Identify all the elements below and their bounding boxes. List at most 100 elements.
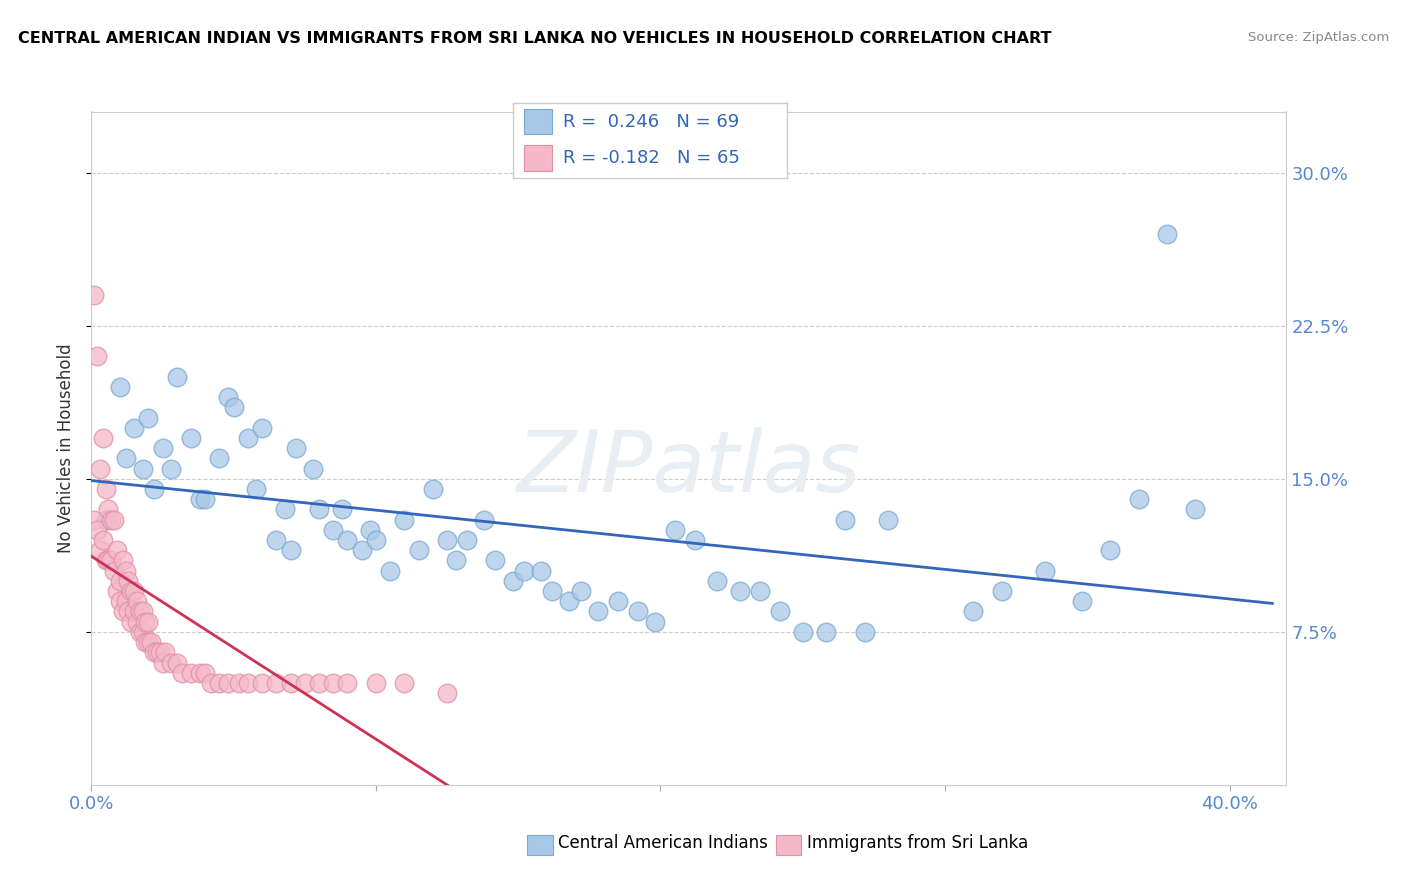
Point bbox=[122, 584, 145, 599]
Point bbox=[627, 605, 650, 619]
Point bbox=[125, 594, 148, 608]
Point bbox=[217, 676, 239, 690]
Point bbox=[160, 461, 183, 475]
Point bbox=[285, 441, 308, 455]
Point bbox=[91, 431, 114, 445]
Point bbox=[94, 482, 117, 496]
Point bbox=[152, 656, 174, 670]
Point bbox=[364, 533, 387, 547]
Point bbox=[188, 492, 211, 507]
Point bbox=[131, 605, 153, 619]
Bar bbox=[524, 109, 551, 135]
Point bbox=[266, 533, 288, 547]
Point bbox=[364, 676, 387, 690]
Point bbox=[853, 624, 876, 639]
Point bbox=[217, 390, 239, 404]
Point bbox=[105, 543, 128, 558]
Point bbox=[472, 513, 495, 527]
Point bbox=[180, 431, 202, 445]
Point bbox=[444, 553, 467, 567]
Point bbox=[136, 635, 159, 649]
Text: CENTRAL AMERICAN INDIAN VS IMMIGRANTS FROM SRI LANKA NO VEHICLES IN HOUSEHOLD CO: CENTRAL AMERICAN INDIAN VS IMMIGRANTS FR… bbox=[18, 31, 1052, 46]
Point bbox=[136, 410, 159, 425]
Point bbox=[250, 676, 273, 690]
Point bbox=[194, 665, 217, 680]
Point bbox=[1070, 594, 1092, 608]
Point bbox=[586, 605, 609, 619]
Point bbox=[143, 645, 166, 659]
Point bbox=[114, 594, 136, 608]
Point bbox=[359, 523, 381, 537]
Point bbox=[606, 594, 628, 608]
Point bbox=[155, 645, 177, 659]
Point bbox=[706, 574, 728, 588]
Point bbox=[280, 543, 302, 558]
Point bbox=[143, 482, 166, 496]
Point bbox=[83, 288, 105, 302]
Point bbox=[394, 676, 416, 690]
Point bbox=[131, 461, 153, 475]
Point bbox=[728, 584, 751, 599]
Text: R = -0.182   N = 65: R = -0.182 N = 65 bbox=[562, 149, 740, 167]
Point bbox=[236, 431, 259, 445]
Point bbox=[1033, 564, 1056, 578]
Point bbox=[834, 513, 856, 527]
Point bbox=[111, 553, 134, 567]
Point bbox=[330, 502, 353, 516]
Point bbox=[1128, 492, 1150, 507]
Point bbox=[378, 564, 402, 578]
Point bbox=[962, 605, 984, 619]
Text: Source: ZipAtlas.com: Source: ZipAtlas.com bbox=[1249, 31, 1389, 45]
Point bbox=[149, 645, 172, 659]
Point bbox=[120, 615, 142, 629]
Point bbox=[484, 553, 506, 567]
Point bbox=[160, 656, 183, 670]
Point bbox=[166, 369, 188, 384]
Point bbox=[180, 665, 202, 680]
Point bbox=[644, 615, 666, 629]
Point bbox=[236, 676, 259, 690]
Point bbox=[308, 502, 330, 516]
Point bbox=[228, 676, 250, 690]
Point bbox=[436, 686, 458, 700]
Text: Central American Indians: Central American Indians bbox=[558, 834, 768, 852]
Point bbox=[108, 574, 131, 588]
Point bbox=[436, 533, 458, 547]
Point bbox=[194, 492, 217, 507]
Point bbox=[134, 615, 156, 629]
Point bbox=[394, 513, 416, 527]
Point bbox=[200, 676, 222, 690]
Point bbox=[991, 584, 1014, 599]
Point bbox=[100, 553, 122, 567]
Point bbox=[120, 584, 142, 599]
Point bbox=[83, 513, 105, 527]
Point bbox=[152, 441, 174, 455]
Point bbox=[105, 584, 128, 599]
Point bbox=[136, 615, 159, 629]
Point bbox=[122, 421, 145, 435]
Point bbox=[456, 533, 478, 547]
Point bbox=[422, 482, 444, 496]
Bar bbox=[524, 145, 551, 171]
Point bbox=[134, 635, 156, 649]
Point bbox=[222, 401, 245, 415]
Point bbox=[1184, 502, 1206, 516]
Text: R =  0.246   N = 69: R = 0.246 N = 69 bbox=[562, 112, 738, 130]
Text: Immigrants from Sri Lanka: Immigrants from Sri Lanka bbox=[807, 834, 1028, 852]
Point bbox=[103, 564, 125, 578]
Point bbox=[94, 513, 117, 527]
Point bbox=[502, 574, 524, 588]
Point bbox=[569, 584, 592, 599]
Point bbox=[141, 635, 163, 649]
Point bbox=[336, 676, 359, 690]
Point bbox=[245, 482, 267, 496]
Point bbox=[108, 594, 131, 608]
Y-axis label: No Vehicles in Household: No Vehicles in Household bbox=[56, 343, 75, 553]
Point bbox=[308, 676, 330, 690]
Point bbox=[103, 513, 125, 527]
Point bbox=[89, 543, 111, 558]
Point bbox=[111, 605, 134, 619]
Text: ZIPatlas: ZIPatlas bbox=[517, 427, 860, 510]
Point bbox=[322, 523, 344, 537]
Point bbox=[280, 676, 302, 690]
